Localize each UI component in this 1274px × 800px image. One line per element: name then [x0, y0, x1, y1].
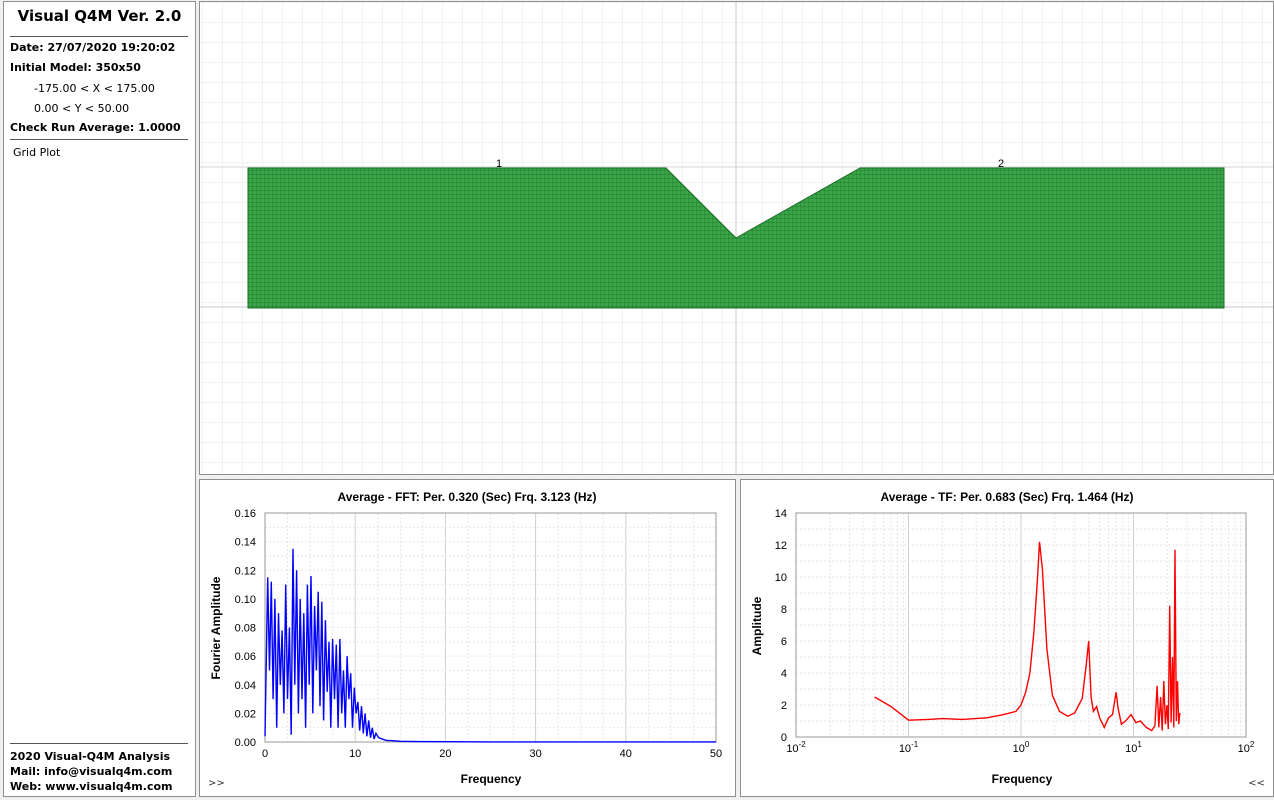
chart-title: Average - FFT: Per. 0.320 (Sec) Frq. 3.1…	[338, 490, 597, 504]
x-tick-label: 101	[1125, 740, 1142, 755]
fft-series-line	[264, 548, 716, 743]
chart-title: Average - TF: Per. 0.683 (Sec) Frq. 1.46…	[881, 490, 1134, 504]
plot-area	[795, 512, 1247, 738]
y-axis-label: Fourier Amplitude	[209, 576, 223, 679]
expand-button[interactable]: >>	[208, 778, 225, 789]
menu-item-grid-plot[interactable]: Grid Plot	[13, 146, 61, 159]
grid-plot-panel[interactable]: 1 2	[199, 1, 1274, 475]
x-tick-label: 10-1	[899, 740, 919, 755]
y-tick-label: 0.04	[235, 680, 256, 692]
footer-mail: Mail: info@visualq4m.com	[10, 765, 173, 778]
y-range-label: 0.00 < Y < 50.00	[34, 102, 130, 115]
grid-plot-canvas[interactable]: 1 2	[200, 2, 1273, 474]
y-axis-label: Amplitude	[750, 596, 764, 655]
x-tick-label: 50	[710, 748, 722, 760]
footer-web: Web: www.visualq4m.com	[10, 780, 173, 793]
y-tick-label: 0.12	[235, 565, 256, 577]
y-tick-label: 12	[775, 540, 787, 552]
x-tick-label: 40	[620, 748, 632, 760]
divider	[10, 139, 188, 140]
y-tick-label: 6	[781, 636, 787, 648]
x-axis-label: Frequency	[461, 772, 522, 786]
y-tick-label: 0.10	[235, 594, 256, 606]
mesh-label-2: 2	[998, 158, 1004, 170]
collapse-button[interactable]: <<	[1248, 778, 1265, 789]
x-tick-label: 100	[1013, 740, 1030, 755]
y-tick-label: 0.14	[235, 537, 256, 549]
y-tick-label: 0.08	[235, 623, 256, 635]
y-tick-label: 0.02	[235, 708, 256, 720]
footer-company: 2020 Visual-Q4M Analysis	[10, 750, 171, 763]
app-title: Visual Q4M Ver. 2.0	[17, 7, 182, 25]
fft-chart: Average - FFT: Per. 0.320 (Sec) Frq. 3.1…	[209, 490, 722, 786]
tf-chart-panel: Average - TF: Per. 0.683 (Sec) Frq. 1.46…	[740, 479, 1274, 797]
y-tick-label: 8	[781, 604, 787, 616]
info-sidebar: Visual Q4M Ver. 2.0 Date: 27/07/2020 19:…	[3, 1, 196, 797]
y-tick-label: 0.00	[235, 737, 256, 749]
y-tick-label: 0	[781, 732, 787, 744]
x-tick-label: 0	[262, 748, 268, 760]
x-range-label: -175.00 < X < 175.00	[34, 82, 155, 95]
tf-series-line	[874, 541, 1181, 732]
x-axis-label: Frequency	[992, 772, 1053, 786]
y-tick-label: 4	[781, 668, 787, 680]
y-tick-label: 2	[781, 700, 787, 712]
mesh-label-1: 1	[496, 158, 502, 170]
y-tick-label: 10	[775, 572, 787, 584]
x-tick-label: 30	[529, 748, 541, 760]
divider	[10, 36, 188, 37]
x-tick-label: 10-2	[786, 740, 806, 755]
divider	[10, 743, 188, 744]
x-tick-label: 10	[349, 748, 361, 760]
check-run-label: Check Run Average: 1.0000	[10, 121, 181, 134]
y-tick-label: 0.16	[235, 508, 256, 520]
date-label: Date: 27/07/2020 19:20:02	[10, 41, 176, 54]
y-tick-label: 14	[775, 508, 787, 520]
tf-chart: Average - TF: Per. 0.683 (Sec) Frq. 1.46…	[750, 490, 1255, 786]
fft-chart-panel: Average - FFT: Per. 0.320 (Sec) Frq. 3.1…	[199, 479, 736, 797]
x-tick-label: 20	[439, 748, 451, 760]
initial-model-label: Initial Model: 350x50	[10, 61, 141, 74]
finite-element-mesh[interactable]	[247, 167, 1225, 309]
y-tick-label: 0.06	[235, 651, 256, 663]
x-tick-label: 102	[1238, 740, 1255, 755]
